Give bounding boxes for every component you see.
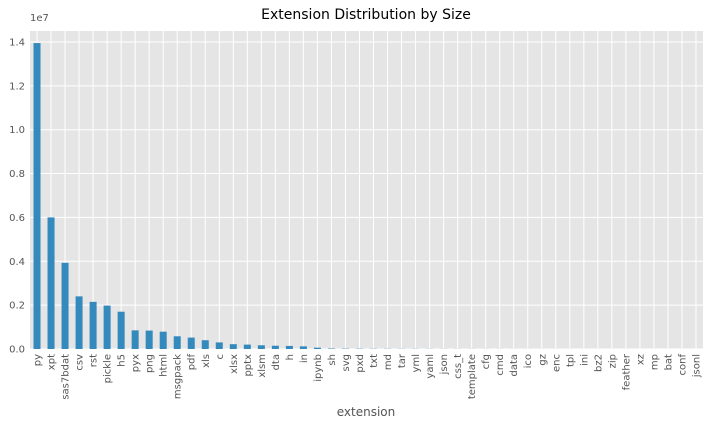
bar-html — [159, 331, 167, 349]
x-tick-label: ipynb — [313, 354, 324, 382]
grid-lines — [30, 31, 703, 350]
x-tick-label: pptx — [243, 354, 254, 377]
x-tick-label: svg — [341, 354, 352, 371]
x-tick-label: jsonl — [691, 354, 702, 378]
y-tick-labels: 0.0 0.2 0.4 0.6 0.8 1.0 1.2 1.4 — [9, 37, 25, 355]
x-tick-label: xls — [201, 354, 212, 368]
x-tick-label: mp — [649, 354, 660, 370]
bar-pptx — [243, 344, 251, 349]
bar-h5 — [117, 311, 125, 349]
x-tick-label: png — [145, 354, 156, 373]
x-tick-label: py — [33, 354, 44, 366]
x-tick-label: enc — [551, 354, 562, 372]
x-tick-label: bat — [663, 354, 674, 370]
x-tick-label: msgpack — [173, 354, 184, 399]
y-tick-label: 0.6 — [9, 213, 25, 224]
x-tick-label: tar — [397, 353, 408, 368]
x-tick-label: xlsm — [257, 354, 268, 378]
bar-py — [33, 43, 41, 349]
bar-xpt — [47, 217, 55, 349]
x-tick-label: in — [299, 354, 310, 363]
y-tick-label: 1.2 — [9, 81, 25, 92]
y-tick-label: 0.8 — [9, 169, 25, 180]
y-tick-label: 1.0 — [9, 125, 25, 136]
bar-xls — [201, 340, 209, 349]
y-tick-label: 0.2 — [9, 301, 25, 312]
y-tick-label: 0.4 — [9, 257, 25, 268]
bar-msgpack — [173, 336, 181, 349]
x-tick-label: zip — [607, 354, 618, 368]
x-tick-label: gz — [537, 354, 548, 366]
y-offset-text: 1e7 — [30, 13, 49, 24]
bar-png — [145, 330, 153, 349]
y-tick-label: 1.4 — [9, 37, 25, 48]
x-tick-label: sh — [327, 354, 338, 366]
x-tick-label: yaml — [425, 354, 436, 379]
x-tick-label: xz — [635, 354, 646, 365]
x-tick-label: bz2 — [593, 354, 604, 372]
plot-area — [30, 31, 703, 349]
x-tick-label: pdf — [187, 354, 198, 371]
x-tick-label: xpt — [47, 354, 58, 370]
x-tick-label: ico — [523, 354, 534, 368]
x-tick-label: template — [467, 354, 478, 399]
x-tick-label: feather — [621, 353, 632, 390]
y-tick-label: 0.0 — [9, 345, 25, 356]
bar-xlsx — [229, 344, 237, 349]
x-tick-label: yml — [411, 354, 422, 372]
x-tick-label: h5 — [117, 354, 128, 367]
x-tick-label: json — [439, 354, 450, 375]
chart-title: Extension Distribution by Size — [261, 7, 471, 23]
x-tick-label: pxd — [355, 354, 366, 373]
x-tick-label: data — [509, 354, 520, 377]
x-tick-label: txt — [369, 354, 380, 368]
bar-c — [215, 342, 223, 349]
bar-pdf — [187, 337, 195, 349]
bars — [33, 43, 700, 349]
bar-rst — [89, 301, 97, 349]
x-tick-label: rst — [89, 354, 100, 367]
x-tick-label: conf — [677, 354, 688, 376]
x-tick-label: c — [215, 354, 226, 360]
x-tick-label: xlsx — [229, 354, 240, 374]
x-tick-label: cmd — [495, 354, 506, 376]
bar-pickle — [103, 305, 111, 349]
x-axis-label: extension — [337, 405, 396, 419]
bar-sas7bdat — [61, 262, 69, 349]
bar-ipynb — [313, 347, 321, 349]
x-tick-label: pyx — [131, 354, 142, 372]
x-tick-label: ini — [579, 354, 590, 366]
x-tick-label: md — [383, 354, 394, 370]
x-tick-labels: py xpt sas7bdat csv rst pickle h5 pyx png html msg… — [33, 353, 703, 400]
bar-dta — [271, 345, 279, 349]
x-tick-label: pickle — [103, 354, 114, 383]
x-tick-label: sas7bdat — [61, 354, 72, 400]
x-tick-label: html — [159, 354, 170, 377]
x-tick-label: cfg — [481, 354, 492, 369]
x-tick-label: dta — [271, 354, 282, 370]
x-tick-label: css_t — [453, 354, 464, 379]
bar-in — [299, 346, 307, 349]
bar-h — [285, 345, 293, 349]
x-tick-label: h — [285, 354, 296, 360]
bar-xlsm — [257, 345, 265, 349]
bar-csv — [75, 296, 83, 349]
x-tick-label: tpl — [565, 354, 576, 367]
bar-pyx — [131, 330, 139, 349]
x-tick-label: csv — [75, 354, 86, 371]
